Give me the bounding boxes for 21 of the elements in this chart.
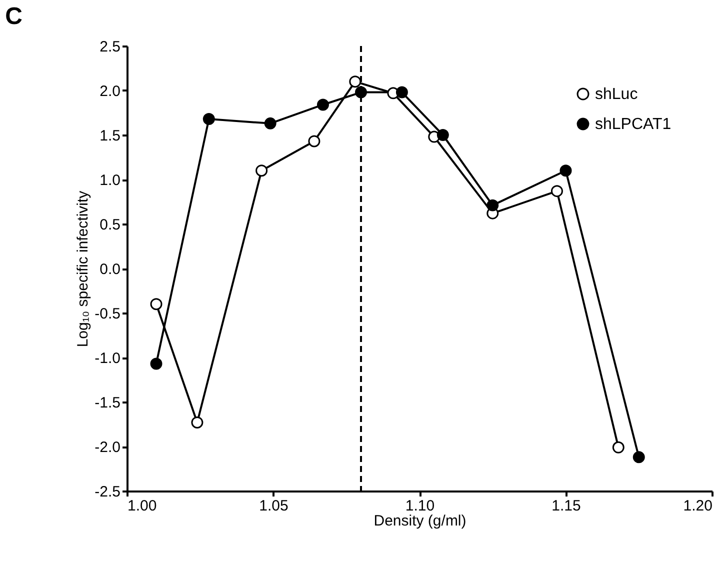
y-tick-label: -1.0 xyxy=(94,350,120,367)
y-tick-label: 2.0 xyxy=(100,83,120,100)
y-tick-label: 1.5 xyxy=(100,128,120,144)
y-tick-label: -1.5 xyxy=(94,394,120,412)
y-axis-title: Log₁₀ specific infectivity xyxy=(74,190,92,348)
chart-title: C xyxy=(5,3,22,30)
legend-label: shLuc xyxy=(595,86,638,103)
x-axis-title: Density (g/ml) xyxy=(374,512,466,530)
y-tick-label: 0.5 xyxy=(100,216,120,234)
y-tick-label: 1.0 xyxy=(100,172,120,189)
y-tick-label: -2.5 xyxy=(94,484,120,500)
x-tick-label: 1.15 xyxy=(552,498,581,514)
y-tick-label: -2.0 xyxy=(94,439,120,456)
legend-label: shLPCAT1 xyxy=(595,116,672,133)
x-tick-label: 1.05 xyxy=(259,498,288,514)
y-tick-label: 2.5 xyxy=(100,38,120,56)
x-tick-label: 1.20 xyxy=(683,498,712,514)
y-tick-label: 0.0 xyxy=(100,261,120,278)
x-tick-label: 1.00 xyxy=(128,498,157,514)
x-tick-label: 1.10 xyxy=(405,498,435,514)
y-tick-label: -0.5 xyxy=(94,306,120,322)
